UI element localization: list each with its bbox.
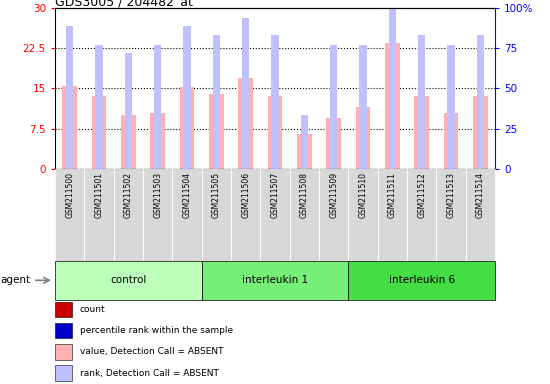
Bar <box>183 26 191 169</box>
Bar <box>326 118 341 169</box>
Bar <box>55 366 72 381</box>
Text: GSM211510: GSM211510 <box>359 172 367 218</box>
Text: GSM211501: GSM211501 <box>95 172 103 218</box>
Bar <box>55 169 84 261</box>
Text: GSM211511: GSM211511 <box>388 172 397 218</box>
Bar <box>55 261 202 300</box>
Text: GSM211505: GSM211505 <box>212 172 221 218</box>
Text: GSM211502: GSM211502 <box>124 172 133 218</box>
Text: rank, Detection Call = ABSENT: rank, Detection Call = ABSENT <box>80 369 219 377</box>
Text: GSM211513: GSM211513 <box>447 172 455 218</box>
Text: GDS3005 / 204482_at: GDS3005 / 204482_at <box>55 0 193 8</box>
Bar <box>444 113 458 169</box>
Bar <box>143 169 172 261</box>
Bar <box>447 45 455 169</box>
Bar <box>55 344 72 359</box>
Text: GSM211504: GSM211504 <box>183 172 191 218</box>
Text: agent: agent <box>0 275 30 285</box>
Text: GSM211514: GSM211514 <box>476 172 485 218</box>
Bar <box>330 45 337 169</box>
Bar <box>180 87 194 169</box>
Bar <box>378 169 407 261</box>
Bar <box>301 115 308 169</box>
Bar <box>154 45 161 169</box>
Text: interleukin 1: interleukin 1 <box>242 275 308 285</box>
Text: GSM211500: GSM211500 <box>65 172 74 218</box>
Text: GSM211508: GSM211508 <box>300 172 309 218</box>
Bar <box>260 169 290 261</box>
Bar <box>385 43 400 169</box>
Bar <box>92 96 106 169</box>
Bar <box>473 96 488 169</box>
Bar <box>359 45 367 169</box>
Text: percentile rank within the sample: percentile rank within the sample <box>80 326 233 335</box>
Bar <box>150 113 165 169</box>
Bar <box>125 53 132 169</box>
Bar <box>268 96 282 169</box>
Text: GSM211507: GSM211507 <box>271 172 279 218</box>
Text: interleukin 6: interleukin 6 <box>389 275 455 285</box>
Bar <box>231 169 260 261</box>
Bar <box>319 169 348 261</box>
Bar <box>95 45 103 169</box>
Bar <box>121 115 136 169</box>
Bar <box>114 169 143 261</box>
Bar <box>436 169 466 261</box>
Bar <box>84 169 114 261</box>
Bar <box>414 96 429 169</box>
Bar <box>172 169 202 261</box>
Text: count: count <box>80 305 106 314</box>
Bar <box>348 261 495 300</box>
Text: GSM211512: GSM211512 <box>417 172 426 218</box>
Text: GSM211509: GSM211509 <box>329 172 338 218</box>
Bar <box>356 107 370 169</box>
Text: control: control <box>110 275 146 285</box>
Bar <box>62 86 77 169</box>
Text: GSM211503: GSM211503 <box>153 172 162 218</box>
Bar <box>55 323 72 338</box>
Bar <box>202 169 231 261</box>
Bar <box>209 94 224 169</box>
Bar <box>55 302 72 317</box>
Text: value, Detection Call = ABSENT: value, Detection Call = ABSENT <box>80 348 223 356</box>
Bar <box>466 169 495 261</box>
Bar <box>407 169 436 261</box>
Text: GSM211506: GSM211506 <box>241 172 250 218</box>
Bar <box>242 18 249 169</box>
Bar <box>297 134 312 169</box>
Bar <box>477 35 484 169</box>
Bar <box>238 78 253 169</box>
Bar <box>202 261 348 300</box>
Bar <box>66 26 73 169</box>
Bar <box>213 35 220 169</box>
Bar <box>271 35 279 169</box>
Bar <box>290 169 319 261</box>
Bar <box>389 0 396 169</box>
Bar <box>348 169 378 261</box>
Bar <box>418 35 425 169</box>
